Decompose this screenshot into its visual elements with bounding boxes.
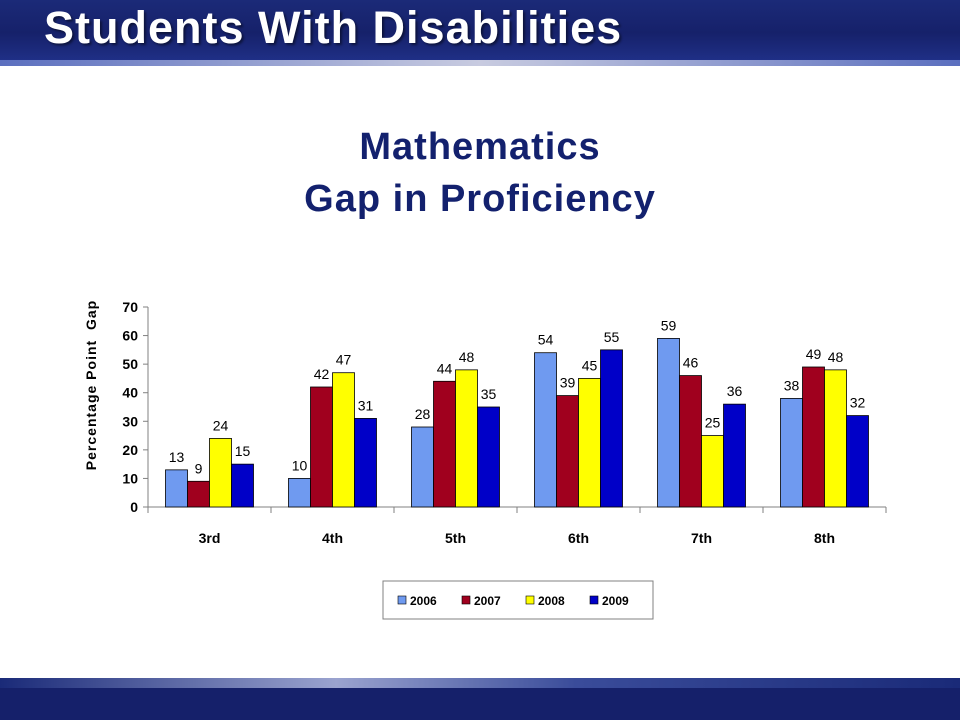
data-label: 49 — [806, 346, 822, 362]
data-label: 9 — [195, 460, 203, 476]
data-label: 48 — [459, 349, 475, 365]
bar — [802, 366, 825, 508]
bar — [477, 406, 500, 508]
legend-label: 2009 — [602, 594, 629, 608]
bar — [723, 403, 746, 508]
bar — [657, 338, 680, 508]
title-banner-stripe — [0, 60, 960, 66]
data-label: 44 — [437, 360, 453, 376]
data-label: 54 — [538, 332, 554, 348]
bar — [455, 369, 478, 508]
data-label: 45 — [582, 357, 598, 373]
bar — [679, 375, 702, 508]
footer-stripe — [0, 678, 960, 688]
data-label: 28 — [415, 406, 431, 422]
title-banner — [0, 0, 960, 60]
bar — [288, 478, 311, 508]
data-label: 15 — [235, 443, 251, 459]
bar — [556, 395, 579, 508]
bar — [600, 349, 623, 508]
bar — [433, 380, 456, 508]
bar — [354, 418, 377, 508]
bar — [209, 438, 232, 508]
bar — [578, 378, 601, 508]
legend-label: 2006 — [410, 594, 437, 608]
bar — [701, 435, 724, 508]
data-label: 35 — [481, 386, 497, 402]
data-label: 48 — [828, 349, 844, 365]
legend-swatch — [397, 595, 407, 605]
y-tick-label: 50 — [122, 356, 138, 372]
y-tick-label: 70 — [122, 299, 138, 315]
slide-title: Students With Disabilities — [44, 2, 623, 53]
bar — [411, 426, 434, 508]
y-tick-label: 40 — [122, 385, 138, 401]
data-label: 55 — [604, 329, 620, 345]
bar — [824, 369, 847, 508]
y-axis-title: Percentage Point Gap — [83, 300, 99, 470]
x-tick-label: 6th — [568, 530, 589, 546]
data-label: 46 — [683, 355, 699, 371]
y-tick-label: 20 — [122, 442, 138, 458]
data-label: 39 — [560, 375, 576, 391]
chart-title-line-2: Gap in Proficiency — [304, 178, 656, 220]
x-tick-label: 7th — [691, 530, 712, 546]
bar — [231, 463, 254, 508]
y-tick-label: 10 — [122, 470, 138, 486]
y-tick-label: 60 — [122, 328, 138, 344]
legend-box — [382, 580, 654, 620]
bar — [310, 386, 333, 508]
data-label: 31 — [358, 397, 374, 413]
y-tick-label: 0 — [130, 499, 138, 515]
legend-swatch — [461, 595, 471, 605]
legend-label: 2007 — [474, 594, 501, 608]
footer-bar — [0, 688, 960, 720]
bar — [165, 469, 188, 508]
bar — [187, 480, 210, 508]
data-label: 42 — [314, 366, 330, 382]
bar — [534, 352, 557, 508]
chart-title-line-1: Mathematics — [359, 126, 601, 168]
y-tick-label: 30 — [122, 413, 138, 429]
bar — [332, 372, 355, 508]
legend-label: 2008 — [538, 594, 565, 608]
x-tick-label: 8th — [814, 530, 835, 546]
data-label: 36 — [727, 383, 743, 399]
data-label: 59 — [661, 317, 677, 333]
data-label: 13 — [169, 449, 185, 465]
data-label: 24 — [213, 417, 229, 433]
legend-swatch — [589, 595, 599, 605]
bar — [780, 398, 803, 508]
legend-swatch — [525, 595, 535, 605]
x-tick-label: 5th — [445, 530, 466, 546]
data-label: 32 — [850, 395, 866, 411]
data-label: 25 — [705, 415, 721, 431]
x-tick-label: 3rd — [199, 530, 221, 546]
x-tick-label: 4th — [322, 530, 343, 546]
data-label: 38 — [784, 377, 800, 393]
data-label: 10 — [292, 457, 308, 473]
data-label: 47 — [336, 352, 352, 368]
bar — [846, 415, 869, 508]
